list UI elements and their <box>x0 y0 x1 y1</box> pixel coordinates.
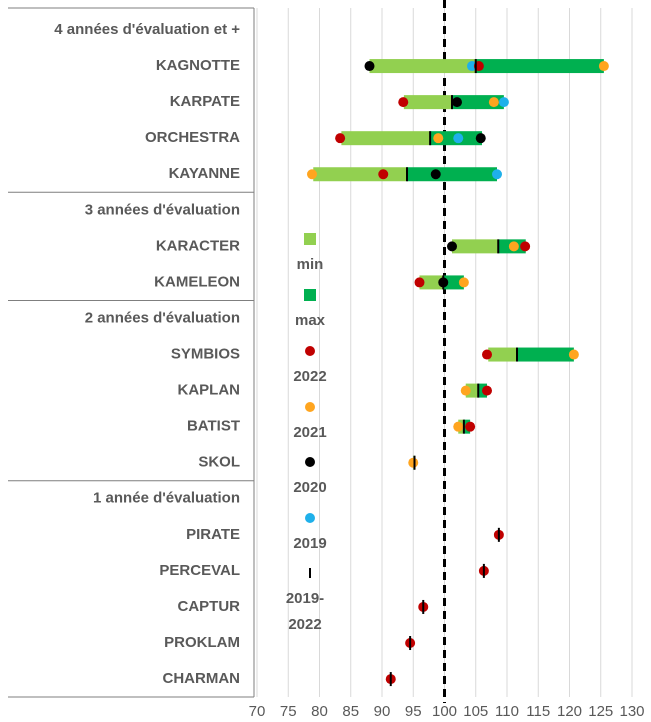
legend-swatch <box>305 346 315 356</box>
year-dot <box>433 133 444 144</box>
label-table: 4 années d'évaluation et + KAGNOTTE KARPAT… <box>8 7 255 698</box>
category-label: SYMBIOS <box>171 346 240 363</box>
year-dot <box>430 169 441 180</box>
min-bar <box>313 167 407 182</box>
category-label: KAMELEON <box>154 273 240 290</box>
x-tick-label: 100 <box>432 703 457 720</box>
category-label: KAYANNE <box>169 165 240 182</box>
year-dot <box>453 421 464 432</box>
year-dot <box>488 97 499 108</box>
year-dot <box>520 241 531 252</box>
year-dot <box>378 169 389 180</box>
max-bar <box>443 275 464 290</box>
category-label: BATIST <box>187 418 240 435</box>
legend-swatch <box>305 457 315 467</box>
year-dot <box>508 241 519 252</box>
year-dot <box>467 61 477 72</box>
legend-swatch <box>305 402 315 412</box>
year-dot <box>465 421 476 432</box>
year-dot <box>598 61 609 72</box>
legend-label: 2019 <box>293 535 326 552</box>
legend-swatch <box>305 513 315 523</box>
x-tick-label: 105 <box>463 703 488 720</box>
category-label: SKOL <box>198 454 240 471</box>
year-dot <box>414 277 425 288</box>
x-tick-label: 85 <box>342 703 359 720</box>
group-label: 1 année d'évaluation <box>93 490 240 507</box>
min-bar <box>419 275 444 290</box>
min-bar <box>488 347 517 362</box>
category-label: PROKLAM <box>164 634 240 651</box>
max-bar <box>517 347 574 362</box>
legend-label: 2021 <box>293 424 326 441</box>
year-dot <box>492 169 502 180</box>
category-label: CAPTUR <box>178 598 241 615</box>
year-dot <box>452 97 462 108</box>
x-tick-label: 75 <box>280 703 297 720</box>
max-bar <box>475 59 604 74</box>
x-tick-label: 70 <box>249 703 266 720</box>
min-bar <box>341 131 431 146</box>
category-label: PIRATE <box>186 526 240 543</box>
year-dot <box>482 385 492 396</box>
year-dot <box>364 61 375 72</box>
year-dot <box>460 385 471 396</box>
category-label: KARPATE <box>170 93 240 110</box>
min-bar <box>369 59 476 74</box>
x-tick-label: 130 <box>619 703 644 720</box>
legend-swatch <box>304 233 316 245</box>
group-label: 4 années d'évaluation et + <box>54 21 240 38</box>
year-dot <box>475 133 486 144</box>
category-label: KAPLAN <box>178 382 241 399</box>
x-tick-label: 120 <box>557 703 582 720</box>
marks: min max 2022 2021 2020 2019 2019-2022 <box>285 0 609 703</box>
year-dot <box>453 133 464 144</box>
x-tick-label: 80 <box>311 703 328 720</box>
year-dot <box>447 241 457 252</box>
legend-label: 2022 <box>293 368 326 385</box>
min-bar <box>403 95 452 110</box>
x-tick-label: 90 <box>374 703 391 720</box>
legend-label: min <box>297 256 324 273</box>
x-tick-label: 110 <box>495 703 519 720</box>
year-dot <box>568 349 579 360</box>
legend-label: max <box>295 312 326 329</box>
year-dot <box>307 169 317 180</box>
category-label: KAGNOTTE <box>156 57 240 74</box>
category-label: KARACTER <box>156 237 240 254</box>
category-label: ORCHESTRA <box>145 129 240 146</box>
year-dot <box>482 349 492 360</box>
min-bar <box>452 239 499 254</box>
year-dot <box>498 97 509 108</box>
max-bar <box>407 167 497 182</box>
legend-label: 2020 <box>293 479 326 496</box>
year-dot <box>408 457 419 468</box>
year-dot <box>398 97 409 108</box>
x-tick-label: 115 <box>526 703 550 720</box>
legend-swatch <box>304 289 316 301</box>
x-tick-label: 95 <box>405 703 422 720</box>
x-tick-label: 125 <box>588 703 613 720</box>
group-label: 2 années d'évaluation <box>85 309 240 326</box>
category-label: PERCEVAL <box>159 562 240 579</box>
year-dot <box>458 277 469 288</box>
legend-label: 2019-2022 <box>285 590 325 633</box>
legend-label-box: 2019-2022 <box>285 590 325 633</box>
year-dot <box>335 133 346 144</box>
group-label: 3 années d'évaluation <box>85 201 240 218</box>
category-label: CHARMAN <box>163 670 241 687</box>
